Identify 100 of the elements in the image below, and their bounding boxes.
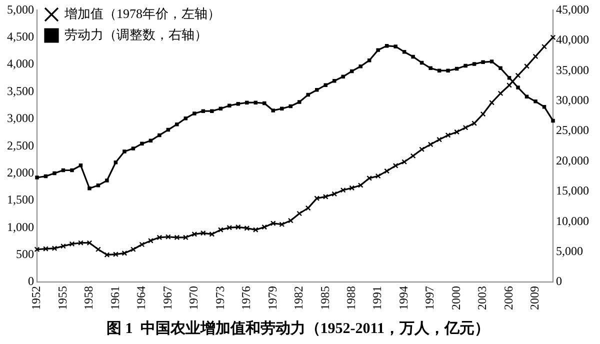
point <box>454 66 459 71</box>
x-tick-label: 1991 <box>370 286 384 310</box>
x-tick-label: 1952 <box>29 286 44 310</box>
point <box>437 68 442 72</box>
point <box>445 132 451 138</box>
point <box>175 122 179 126</box>
y-tick-label: 3,000 <box>7 111 34 126</box>
point <box>252 227 258 233</box>
y-tick-label: 3,500 <box>7 84 34 98</box>
point <box>96 246 101 252</box>
point <box>516 86 520 90</box>
y-tick-label: 4,500 <box>7 30 34 44</box>
point <box>341 74 345 79</box>
point <box>130 246 136 252</box>
point <box>376 48 380 52</box>
point <box>270 220 276 226</box>
point <box>218 106 223 111</box>
point <box>122 250 128 256</box>
x-tick-label: 1955 <box>55 286 70 310</box>
point <box>462 124 468 130</box>
point <box>288 104 292 108</box>
point <box>174 234 180 240</box>
point <box>298 100 302 104</box>
point <box>209 231 215 237</box>
point <box>410 153 416 159</box>
point <box>61 168 66 172</box>
point <box>226 224 232 230</box>
y-tick-label: 500 <box>16 246 34 261</box>
point <box>140 142 144 146</box>
point <box>542 104 546 109</box>
x-tick-label: 1985 <box>318 286 332 310</box>
point <box>524 94 529 98</box>
point <box>305 205 311 211</box>
point <box>324 83 328 87</box>
point <box>402 50 406 54</box>
point <box>192 112 196 116</box>
point <box>44 174 48 178</box>
point <box>464 64 468 68</box>
y2-tick-label: 30,000 <box>556 92 589 107</box>
point <box>394 44 398 48</box>
point <box>332 191 338 197</box>
point <box>515 72 521 78</box>
point <box>244 225 250 231</box>
point <box>201 109 206 113</box>
point <box>367 58 372 62</box>
point <box>420 60 424 65</box>
x-tick-label: 1997 <box>422 286 437 310</box>
point <box>96 183 100 188</box>
y2-tick-label: 35,000 <box>556 62 589 77</box>
point <box>314 88 319 92</box>
point <box>288 218 294 224</box>
x-tick-label: 2009 <box>528 286 542 310</box>
point <box>210 109 214 113</box>
point <box>139 242 145 248</box>
point <box>52 246 58 252</box>
point <box>314 196 320 202</box>
point <box>112 252 118 257</box>
point <box>78 164 83 168</box>
point <box>218 227 224 233</box>
point <box>551 118 555 123</box>
point <box>105 178 109 182</box>
point <box>156 234 162 240</box>
x-tick-label: 1982 <box>292 286 306 310</box>
point <box>279 222 285 228</box>
y2-tick-label: 10,000 <box>556 214 589 228</box>
point <box>419 146 425 152</box>
point <box>262 101 266 106</box>
point <box>490 60 494 64</box>
y2-tick-label: 45,000 <box>556 2 589 16</box>
y2-tick-label: 5,000 <box>556 244 583 258</box>
y-tick-label: 2,500 <box>7 138 34 152</box>
point <box>78 240 84 246</box>
y2-tick-label: 20,000 <box>556 153 589 168</box>
point <box>148 138 153 143</box>
point <box>411 54 415 59</box>
point <box>158 133 162 138</box>
point <box>392 162 398 168</box>
x-tick-label: 1973 <box>212 286 227 310</box>
point <box>236 102 240 106</box>
point <box>69 241 75 247</box>
point <box>507 76 512 80</box>
point <box>306 92 310 97</box>
point <box>436 136 442 142</box>
point <box>524 63 530 69</box>
point <box>472 62 476 66</box>
point <box>480 111 486 117</box>
point <box>114 160 118 164</box>
point <box>184 116 188 120</box>
point <box>200 230 206 236</box>
point <box>86 240 92 246</box>
point <box>428 66 432 70</box>
point <box>384 168 390 174</box>
point <box>165 234 171 240</box>
legend-label: 劳动力（调整数，右轴） <box>64 26 208 42</box>
y2-tick-label: 0 <box>556 274 562 288</box>
point <box>340 187 346 193</box>
x-tick-label: 1976 <box>239 286 254 310</box>
point <box>428 142 434 148</box>
point <box>358 64 362 68</box>
point <box>534 100 538 104</box>
